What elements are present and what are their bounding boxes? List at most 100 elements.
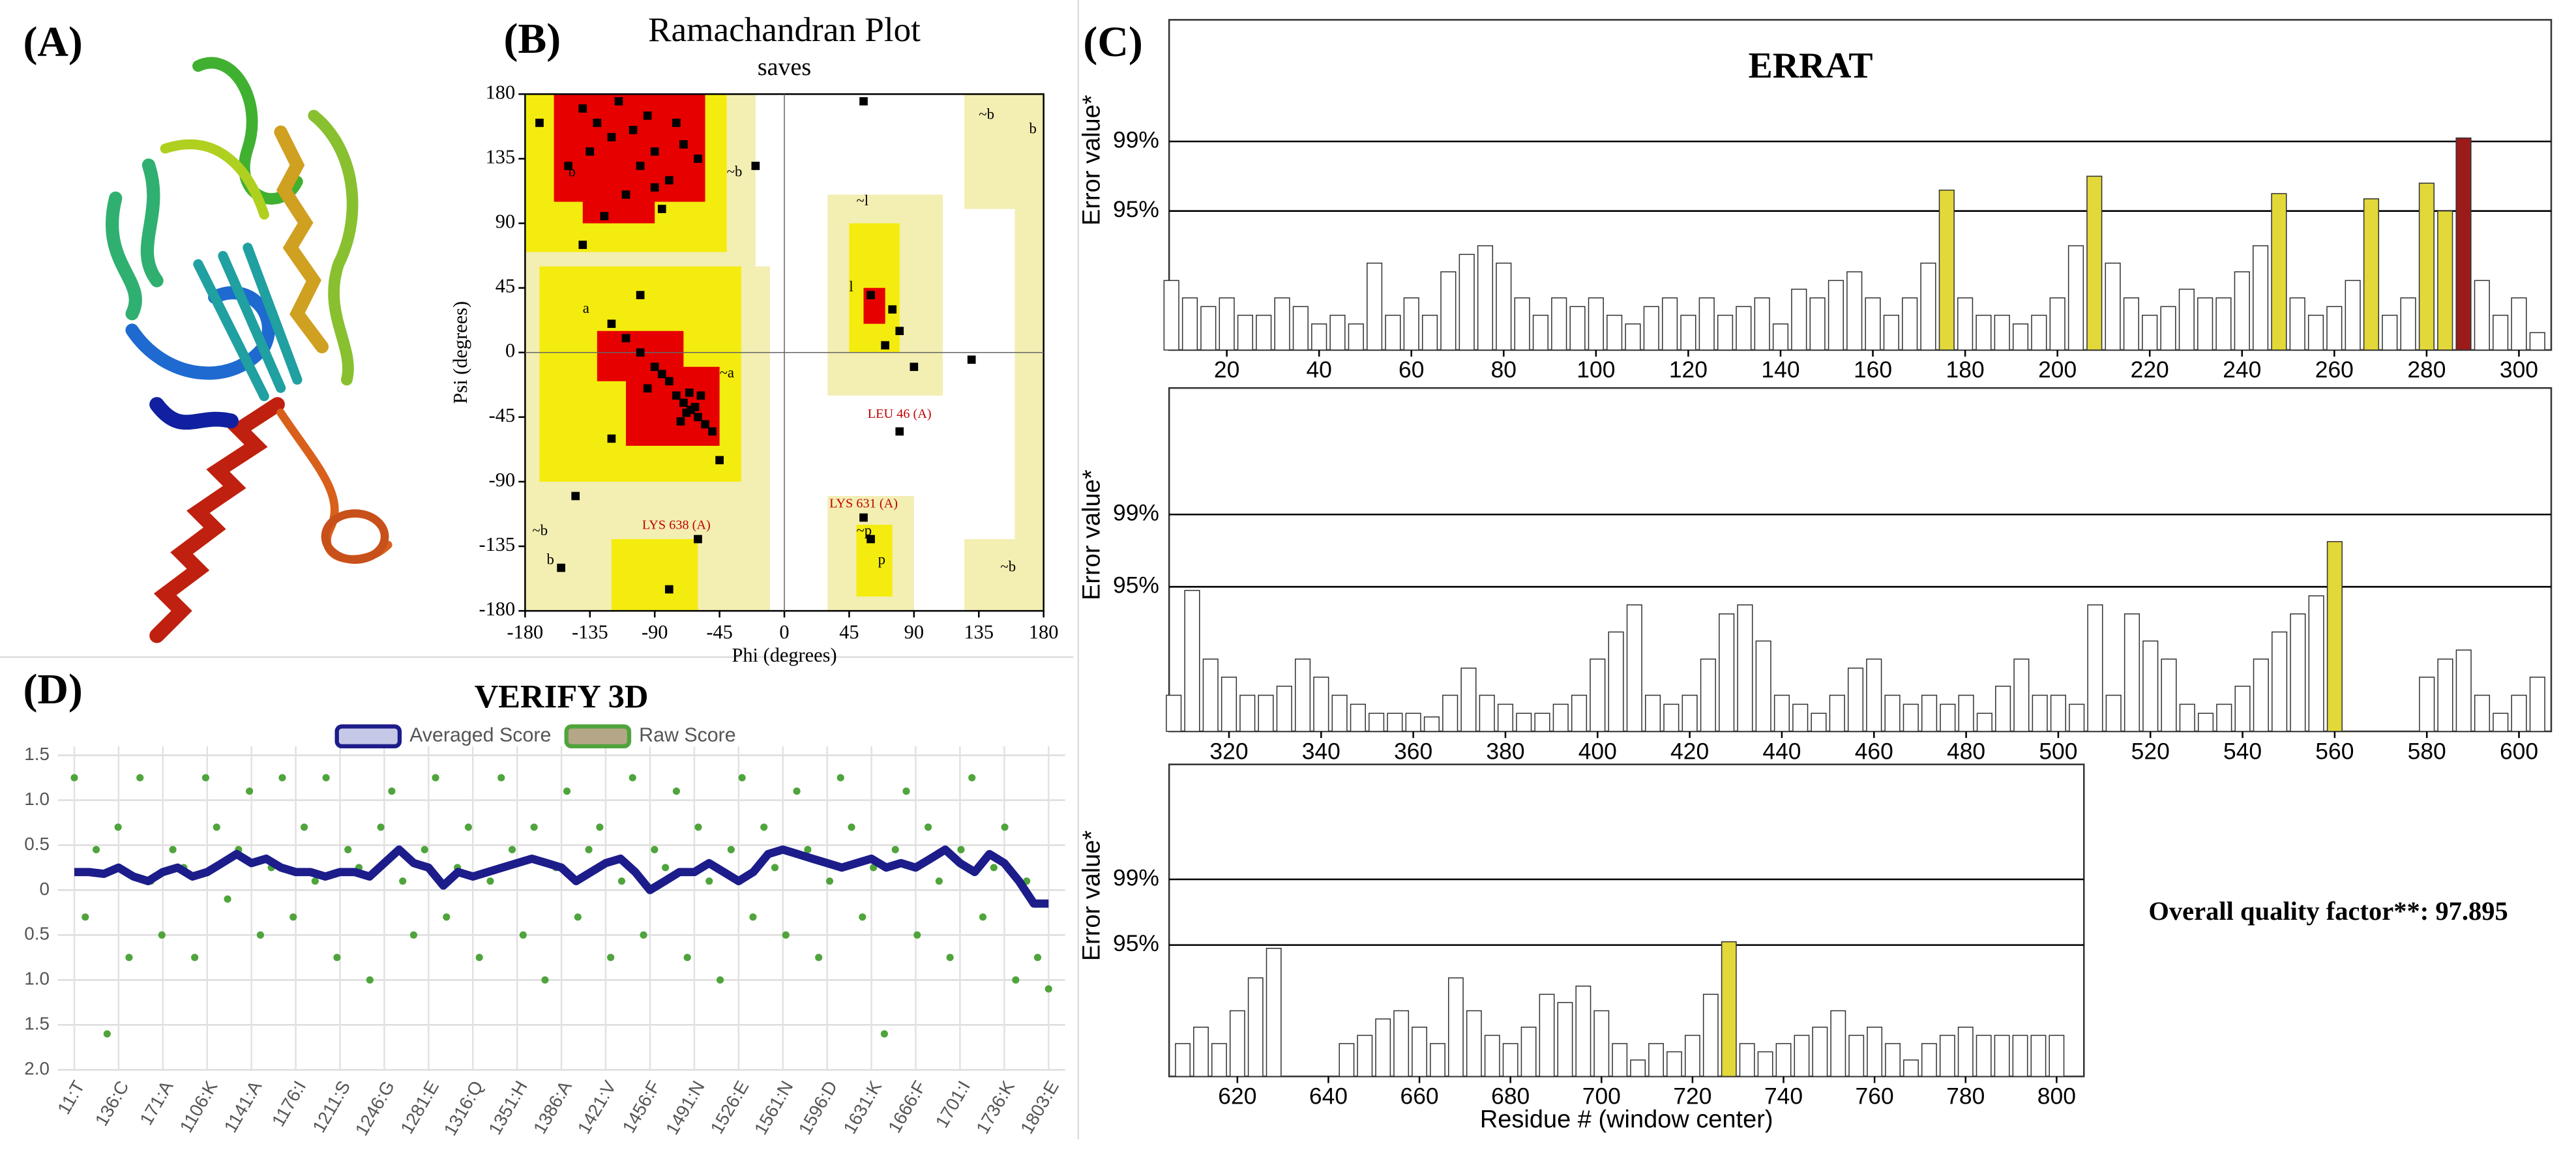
bar: [1539, 993, 1555, 1078]
x-tick-label: 740: [1764, 1083, 1803, 1109]
bar: [2179, 703, 2195, 732]
bar: [1466, 1010, 1482, 1078]
x-tick-label: 460: [1855, 738, 1893, 764]
raw-point: [738, 774, 746, 782]
bar: [2272, 631, 2288, 732]
bar: [1630, 1059, 1646, 1078]
legend-label: Raw Score: [639, 724, 736, 746]
bar: [1625, 323, 1641, 351]
bar: [1211, 1043, 1227, 1078]
bar: [1200, 306, 1217, 351]
bar: [2105, 694, 2122, 732]
x-tick-label: 80: [1491, 357, 1517, 383]
bar: [1612, 1043, 1628, 1078]
bar: [1557, 1002, 1573, 1078]
bar: [1274, 297, 1290, 351]
raw-point: [848, 823, 855, 831]
x-tick-label: 540: [2223, 738, 2262, 764]
point: [535, 119, 544, 127]
y-tick-label: 99%: [1113, 126, 1159, 153]
bar: [1626, 604, 1642, 732]
y-tick-label: 99%: [1113, 500, 1159, 526]
legend-swatch: [564, 724, 632, 748]
raw-point: [585, 845, 593, 853]
y-axis-label: Error value*: [1078, 830, 1106, 961]
raw-point: [727, 845, 735, 853]
bar: [1295, 658, 1311, 732]
bar: [1276, 685, 1292, 732]
point: [657, 370, 666, 379]
point: [682, 408, 691, 417]
bar: [1995, 685, 2011, 732]
bar: [2050, 694, 2066, 732]
bar: [2216, 703, 2232, 732]
point: [607, 133, 616, 141]
point: [664, 176, 674, 184]
bar: [1866, 658, 1882, 732]
x-tick-label: 440: [1762, 738, 1801, 764]
point: [607, 434, 616, 443]
raw-point: [760, 823, 768, 831]
panel-label: (C): [1083, 18, 1142, 66]
bar: [1369, 712, 1385, 732]
bar: [2382, 314, 2398, 351]
bar: [2161, 658, 2177, 732]
point: [650, 183, 659, 192]
bar: [1717, 314, 1734, 351]
raw-point: [607, 954, 615, 961]
raw-point: [1001, 823, 1009, 831]
bar: [2474, 280, 2490, 351]
bar: [2326, 306, 2343, 351]
bar: [2032, 694, 2048, 732]
raw-point: [114, 823, 122, 831]
bar: [1976, 314, 1992, 351]
annotation: LYS 631 (A): [829, 496, 898, 510]
x-tick-label: 580: [2408, 738, 2446, 764]
bar: [2215, 297, 2232, 351]
bar: [1514, 297, 1530, 351]
bar: [2178, 288, 2195, 351]
raw-point: [421, 845, 428, 853]
bar: [1681, 694, 1698, 732]
x-tick-label: 160: [1854, 357, 1892, 383]
bar: [1755, 640, 1771, 732]
bar: [1645, 694, 1661, 732]
bar: [1569, 306, 1586, 351]
x-tick-label: 700: [1582, 1083, 1621, 1109]
raw-point: [771, 864, 779, 872]
raw-point: [662, 864, 670, 872]
point: [629, 126, 638, 134]
point: [657, 205, 666, 213]
raw-point: [125, 954, 133, 961]
raw-point: [1033, 954, 1042, 961]
bar: [1754, 297, 1770, 351]
bar: [1339, 1043, 1355, 1078]
x-tick-label: 480: [1947, 738, 1985, 764]
region-label: ~b: [1000, 558, 1016, 574]
bar: [2197, 712, 2214, 732]
bar: [2363, 198, 2380, 351]
bar: [1423, 716, 1440, 732]
bar: [1375, 1018, 1391, 1078]
bar: [2142, 640, 2159, 732]
bar: [2529, 332, 2545, 351]
region: [611, 539, 698, 611]
bar: [1792, 703, 1809, 732]
bar: [1551, 297, 1567, 351]
raw-point: [344, 845, 352, 853]
region-label: p: [878, 551, 885, 567]
bar: [1331, 694, 1348, 732]
bar: [1666, 1051, 1682, 1078]
bar: [2197, 297, 2213, 351]
region-label: ~p: [856, 522, 872, 538]
raw-point: [136, 774, 144, 782]
x-tick-label: 180: [1946, 357, 1985, 383]
raw-point: [201, 774, 210, 782]
point: [672, 391, 681, 400]
point: [578, 104, 587, 113]
raw-point: [913, 931, 921, 939]
point: [694, 154, 702, 163]
bar: [1202, 658, 1219, 732]
x-tick-label: -90: [642, 621, 668, 643]
raw-point: [191, 954, 199, 961]
